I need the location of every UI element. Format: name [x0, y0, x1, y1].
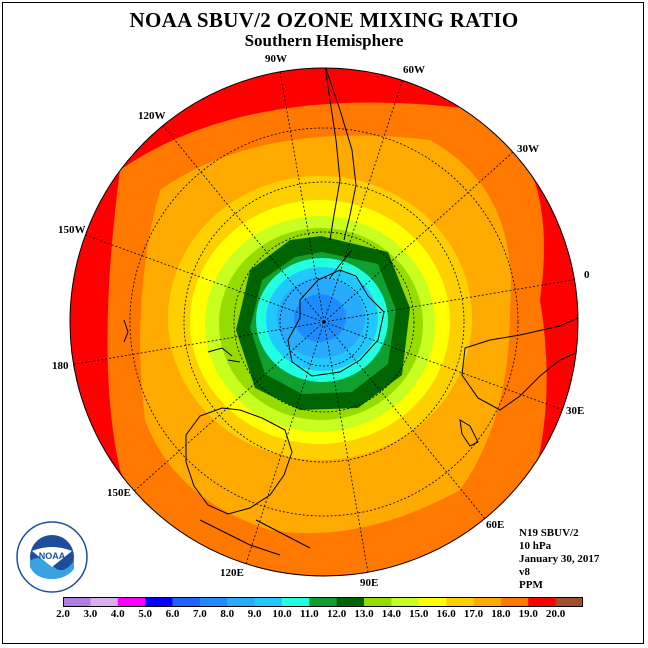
- colorbar-tick-label: 5.0: [138, 608, 152, 620]
- colorbar-tick-label: 19.0: [518, 608, 538, 620]
- date-label: January 30, 2017: [519, 553, 600, 565]
- colorbar-tick-label: 15.0: [409, 608, 429, 620]
- colorbar-swatch: [555, 597, 583, 607]
- meridian-lines: [70, 68, 578, 576]
- colorbar-tick-label: 4.0: [110, 608, 125, 620]
- longitude-labels: 90W 60W 30W 0 30E 60E 90E 120E 150E 180 …: [52, 53, 590, 589]
- colorbar-swatch: [391, 597, 420, 607]
- colorbar-swatch: [364, 597, 392, 607]
- colorbar-tick-label: 8.0: [220, 608, 235, 620]
- colorbar-tick-label: 14.0: [381, 608, 402, 620]
- colorbar-swatch: [90, 597, 119, 607]
- contour-band-blue: [294, 294, 346, 342]
- colorbar-swatch: [145, 597, 173, 607]
- lon-label-180: 180: [52, 360, 69, 372]
- noaa-logo: NOAA: [16, 521, 88, 593]
- colorbar-swatch: [172, 597, 201, 607]
- lon-label-30w: 30W: [517, 143, 539, 155]
- colorbar-tick-label: 2.0: [56, 608, 70, 620]
- lon-label-90e: 90E: [360, 577, 378, 589]
- satellite-label: N19 SBUV/2: [519, 527, 579, 539]
- info-panel: N19 SBUV/2 10 hPa January 30, 2017 v8 PP…: [519, 527, 599, 592]
- colorbar-tick-label: 16.0: [436, 608, 456, 620]
- colorbar-tick-label: 18.0: [491, 608, 511, 620]
- colorbar-tick-label: 13.0: [354, 608, 374, 620]
- level-label: 10 hPa: [519, 540, 552, 552]
- logo-text: NOAA: [39, 551, 66, 561]
- colorbar-swatch: [309, 597, 338, 607]
- version-label: v8: [519, 566, 530, 578]
- lon-label-150w: 150W: [58, 224, 86, 236]
- colorbar-swatch: [500, 597, 529, 607]
- colorbar-swatch: [199, 597, 228, 607]
- lon-label-0: 0: [584, 269, 590, 281]
- latitude-circles: [129, 127, 519, 517]
- units-label: PPM: [519, 579, 543, 591]
- colorbar-swatch: [254, 597, 283, 607]
- map-subtitle: Southern Hemisphere: [244, 31, 404, 50]
- map-title: NOAA SBUV/2 OZONE MIXING RATIO: [129, 8, 519, 32]
- lon-label-30e: 30E: [566, 405, 584, 417]
- lon-label-60w: 60W: [403, 64, 425, 76]
- colorbar-swatch: [227, 597, 256, 607]
- colorbar-tick-label: 6.0: [165, 608, 180, 620]
- colorbar-tick-label: 10.0: [272, 608, 292, 620]
- colorbar-tick-label: 3.0: [83, 608, 98, 620]
- colorbar-swatch: [473, 597, 502, 607]
- coastlines: [123, 68, 578, 561]
- colorbar-tick-label: 12.0: [327, 608, 347, 620]
- colorbar-tick-label: 11.0: [299, 608, 319, 620]
- lon-label-150e: 150E: [107, 487, 131, 499]
- colorbar-swatch: [281, 597, 310, 607]
- colorbar-swatch: [446, 597, 475, 607]
- colorbar-tick-label: 20.0: [546, 608, 566, 620]
- colorbar-swatch: [63, 597, 91, 607]
- colorbar-swatch: [528, 597, 557, 607]
- colorbar-swatch: [418, 597, 447, 607]
- colorbar-tick-label: 7.0: [192, 608, 207, 620]
- lon-label-120w: 120W: [138, 110, 166, 122]
- colorbar-swatch: [117, 597, 146, 607]
- map-border: [69, 67, 579, 577]
- colorbar: [63, 597, 583, 607]
- lon-label-90w: 90W: [265, 53, 287, 65]
- colorbar-tick-label: 17.0: [463, 608, 484, 620]
- colorbar-tick-label: 9.0: [247, 608, 262, 620]
- lon-label-120e: 120E: [220, 567, 244, 579]
- lon-label-60e: 60E: [486, 519, 504, 531]
- colorbar-swatch: [336, 597, 365, 607]
